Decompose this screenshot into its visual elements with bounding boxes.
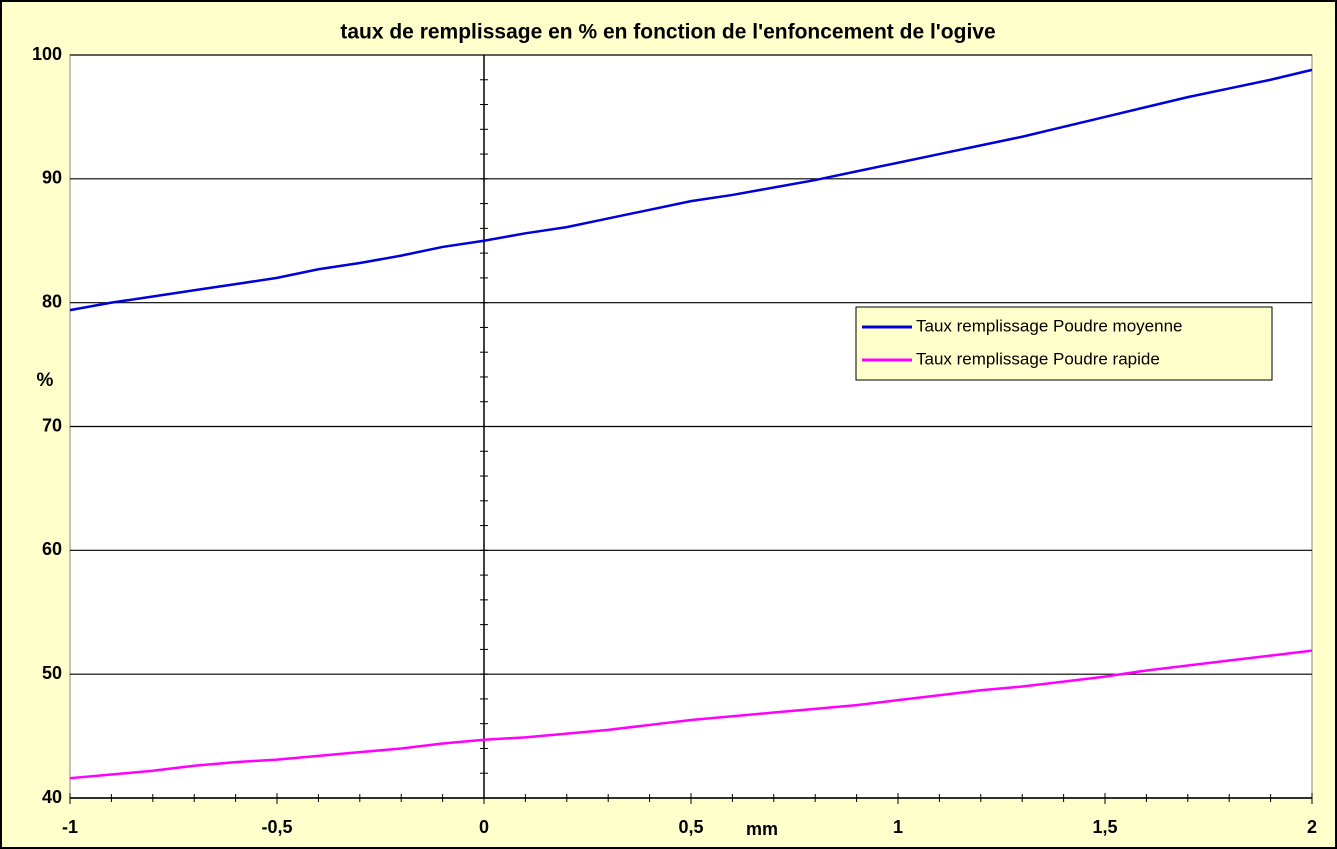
x-tick-label: -0,5 <box>261 817 292 837</box>
legend-label: Taux remplissage Poudre moyenne <box>916 316 1182 335</box>
x-tick-label: -1 <box>62 817 78 837</box>
x-tick-label: 1 <box>893 817 903 837</box>
y-tick-label: 50 <box>42 663 62 683</box>
series-line <box>69 68 1313 312</box>
x-axis-label: mm <box>746 819 778 839</box>
y-tick-label: 60 <box>42 539 62 559</box>
series-line <box>69 649 1313 780</box>
y-tick-label: 40 <box>42 787 62 807</box>
x-tick-label: 0,5 <box>678 817 703 837</box>
legend-box <box>855 306 1273 381</box>
y-tick-label: 100 <box>32 44 62 64</box>
x-tick-label: 0 <box>479 817 489 837</box>
y-tick-label: 90 <box>42 168 62 188</box>
chart-title: taux de remplissage en % en fonction de … <box>340 21 995 44</box>
x-tick-label: 2 <box>1307 817 1317 837</box>
x-tick-label: 1,5 <box>1092 817 1117 837</box>
legend-label: Taux remplissage Poudre rapide <box>916 349 1160 368</box>
y-tick-label: 80 <box>42 291 62 311</box>
y-tick-label: 70 <box>42 415 62 435</box>
y-axis-label: % <box>37 370 54 391</box>
